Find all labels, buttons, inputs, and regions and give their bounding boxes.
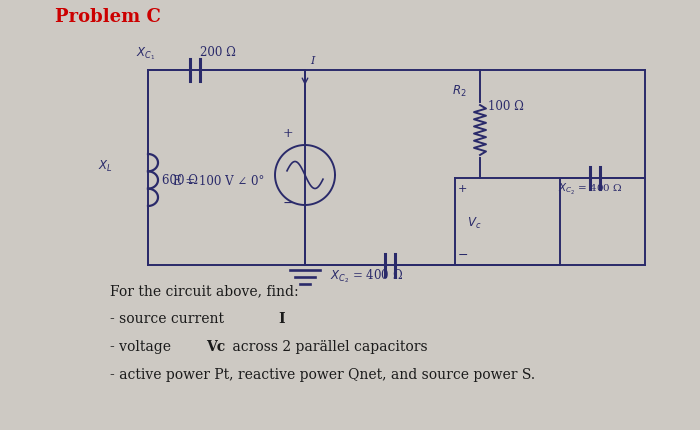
Text: Problem C: Problem C xyxy=(55,8,161,26)
Text: - voltage: - voltage xyxy=(110,340,176,354)
Text: 600 Ω: 600 Ω xyxy=(162,173,198,187)
Text: $X_{C_1}$: $X_{C_1}$ xyxy=(136,45,155,61)
Text: across 2 parällel capacitors: across 2 parällel capacitors xyxy=(228,340,428,354)
Text: +: + xyxy=(283,127,293,140)
Text: +: + xyxy=(458,184,468,194)
Text: - source current: - source current xyxy=(110,312,228,326)
Text: $R_2$: $R_2$ xyxy=(452,84,467,99)
Text: For the circuit above, find:: For the circuit above, find: xyxy=(110,284,299,298)
Text: Vc: Vc xyxy=(206,340,225,354)
Text: I: I xyxy=(278,312,285,326)
Text: $V_c$: $V_c$ xyxy=(467,215,482,230)
Text: E = 100 V ∠ 0°: E = 100 V ∠ 0° xyxy=(173,175,265,188)
Text: I: I xyxy=(310,56,314,66)
Text: - active power Pt, reactive power Qnet, and source power S.: - active power Pt, reactive power Qnet, … xyxy=(110,368,535,382)
Text: 200 Ω: 200 Ω xyxy=(200,46,236,59)
Text: −: − xyxy=(458,249,468,262)
Text: $X_{C_2}$ = 400 Ω: $X_{C_2}$ = 400 Ω xyxy=(558,182,623,197)
Text: 100 Ω: 100 Ω xyxy=(488,100,524,113)
Text: −: − xyxy=(283,196,295,210)
Text: $X_L$: $X_L$ xyxy=(98,159,113,174)
Text: $X_{C_2}$ = 400 Ω: $X_{C_2}$ = 400 Ω xyxy=(330,267,403,285)
